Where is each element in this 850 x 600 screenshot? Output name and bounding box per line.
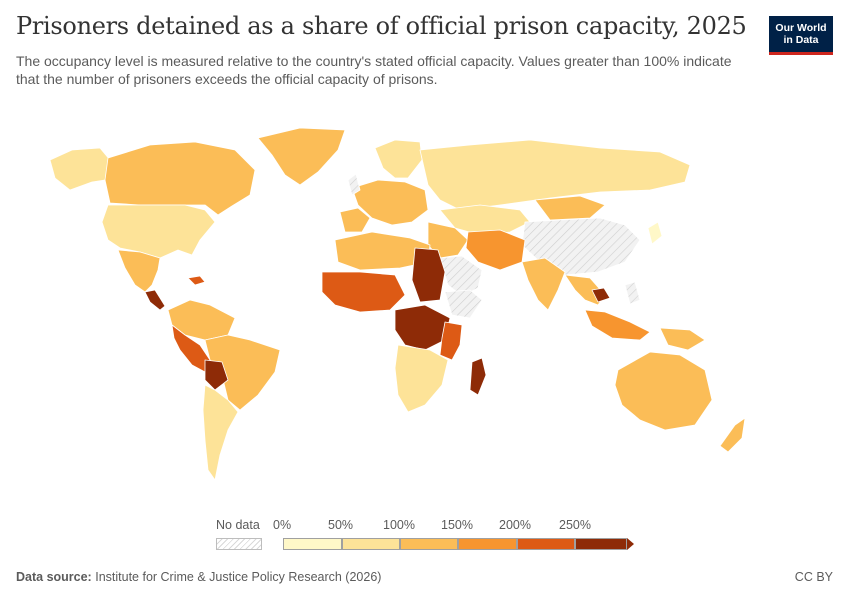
chart-subtitle: The occupancy level is measured relative… bbox=[16, 53, 732, 87]
region-caribbean[interactable] bbox=[187, 275, 206, 286]
map-legend: No data 0% 50% 100% 150% 200% 250% bbox=[0, 512, 850, 552]
legend-bin-3[interactable] bbox=[458, 538, 517, 550]
legend-tick-label-1: 50% bbox=[328, 518, 354, 532]
data-source-text[interactable]: Institute for Crime & Justice Policy Res… bbox=[95, 570, 382, 584]
region-kazakhstan[interactable] bbox=[439, 204, 531, 236]
legend-bin-5[interactable] bbox=[575, 538, 627, 550]
legend-tick-label-2: 100% bbox=[383, 518, 415, 532]
region-alaska[interactable] bbox=[49, 147, 111, 191]
region-indonesia[interactable] bbox=[584, 309, 651, 341]
legend-arrow-tip bbox=[627, 538, 634, 550]
region-mexico[interactable] bbox=[117, 249, 161, 293]
region-canada[interactable] bbox=[104, 141, 256, 216]
license[interactable]: CC BY bbox=[794, 570, 833, 584]
region-japan[interactable] bbox=[647, 221, 663, 245]
region-east-africa[interactable] bbox=[439, 321, 463, 361]
data-source: Data source: Institute for Crime & Justi… bbox=[16, 570, 381, 584]
region-india[interactable] bbox=[521, 257, 566, 311]
region-new-zealand[interactable] bbox=[719, 417, 746, 453]
region-madagascar[interactable] bbox=[469, 357, 487, 396]
owid-logo[interactable]: Our World in Data bbox=[769, 16, 833, 55]
legend-bin-4[interactable] bbox=[517, 538, 575, 550]
chart-title: Prisoners detained as a share of officia… bbox=[16, 12, 747, 40]
legend-tick-label-3: 150% bbox=[441, 518, 473, 532]
region-greenland[interactable] bbox=[257, 127, 346, 186]
region-bolivia[interactable] bbox=[204, 359, 229, 391]
region-uk[interactable] bbox=[347, 173, 361, 196]
region-philippines[interactable] bbox=[624, 281, 641, 305]
legend-bin-2[interactable] bbox=[400, 538, 458, 550]
region-usa[interactable] bbox=[101, 204, 216, 259]
region-horn-of-africa[interactable] bbox=[444, 289, 483, 319]
legend-bin-0[interactable] bbox=[283, 538, 342, 550]
legend-nodata-swatch[interactable] bbox=[216, 538, 262, 550]
region-central-africa[interactable] bbox=[394, 304, 451, 351]
region-iran-afghanistan-pakistan[interactable] bbox=[465, 229, 526, 271]
region-southern-africa[interactable] bbox=[394, 344, 449, 413]
region-arabia[interactable] bbox=[439, 255, 483, 297]
region-iberia[interactable] bbox=[339, 207, 371, 233]
region-scandinavia[interactable] bbox=[374, 139, 423, 179]
world-map[interactable] bbox=[0, 110, 850, 510]
region-mongolia[interactable] bbox=[534, 195, 606, 221]
legend-tick-label-5: 250% bbox=[559, 518, 591, 532]
region-china[interactable] bbox=[521, 217, 641, 276]
region-mainland-southeast-asia[interactable] bbox=[564, 274, 606, 306]
data-source-label: Data source: bbox=[16, 570, 92, 584]
region-central-america[interactable] bbox=[144, 289, 166, 311]
legend-nodata-label: No data bbox=[216, 518, 260, 532]
region-west-africa[interactable] bbox=[321, 271, 406, 313]
region-egypt-sudan[interactable] bbox=[411, 247, 446, 303]
legend-tick-label-0: 0% bbox=[273, 518, 292, 532]
region-russia[interactable] bbox=[419, 139, 691, 211]
logo-line-1: Our World bbox=[775, 22, 827, 34]
legend-bin-1[interactable] bbox=[342, 538, 400, 550]
region-papua-new-guinea[interactable] bbox=[659, 327, 706, 351]
logo-line-2: in Data bbox=[783, 34, 819, 46]
legend-tick-label-4: 200% bbox=[499, 518, 531, 532]
region-western-europe[interactable] bbox=[351, 179, 429, 226]
region-cambodia[interactable] bbox=[591, 287, 611, 303]
region-southern-cone[interactable] bbox=[202, 384, 239, 481]
region-australia[interactable] bbox=[614, 351, 713, 431]
